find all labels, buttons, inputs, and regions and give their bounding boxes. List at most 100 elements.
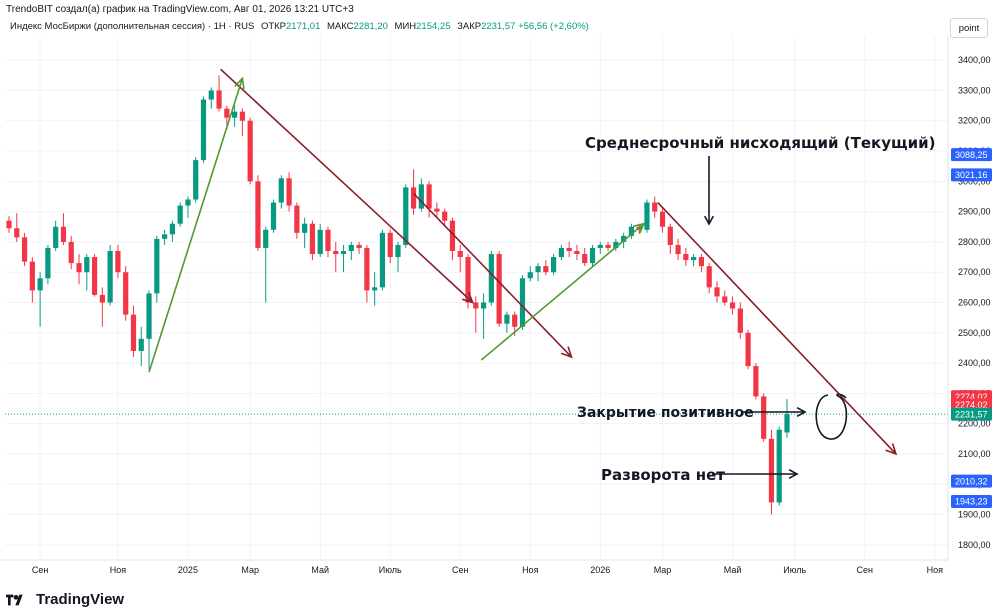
time-tick-label: Сен — [452, 565, 469, 575]
time-tick-label: 2026 — [590, 565, 610, 575]
candle-body — [270, 202, 277, 230]
candle-body — [527, 272, 533, 279]
candle-body — [496, 254, 502, 324]
annotation-texts: Среднесрочный нисходящий (Текущий) Закрыт… — [577, 134, 935, 484]
trendline-down — [657, 201, 897, 455]
candle-body — [200, 99, 207, 161]
trendline-down — [220, 68, 474, 304]
price-tag-label: 2274,02 — [955, 392, 988, 402]
candle-body — [45, 247, 51, 279]
candle-body — [644, 202, 650, 230]
candle-body — [667, 226, 673, 245]
time-axis: Сен Ноя 2025 Мар Май Июль Сен Ноя 2026 Мар Май Июль… — [0, 559, 948, 575]
price-tick-label: 2900,00 — [958, 207, 991, 217]
candle-body — [107, 251, 113, 303]
candle-body — [53, 226, 59, 248]
candle-body — [605, 244, 611, 248]
candle-body — [84, 257, 90, 273]
candle-body — [558, 247, 564, 258]
time-tick-label: Сен — [857, 565, 874, 575]
candle-body — [706, 266, 712, 288]
candle-body — [753, 366, 759, 397]
candle-body — [169, 223, 175, 235]
legend-close-label: ЗАКР — [457, 21, 482, 32]
price-tick-label: 2800,00 — [958, 237, 991, 247]
price-tick-label: 3400,00 — [958, 55, 991, 65]
candle-body — [317, 229, 323, 255]
price-tag-label: 3021,16 — [955, 170, 988, 180]
legend-low-label: МИН — [394, 21, 417, 32]
time-tick-label: 2025 — [178, 565, 198, 575]
candle-body — [784, 414, 790, 433]
time-tick-label: Май — [311, 565, 329, 575]
candle-body — [403, 187, 409, 245]
symbol-legend: Индекс МосБиржи (дополнительная сессия) … — [10, 21, 589, 32]
trendline-arrowhead — [234, 76, 245, 90]
candle-body — [146, 293, 152, 339]
candle-body — [91, 257, 98, 295]
candle-body — [76, 263, 82, 273]
candle-body — [177, 205, 183, 224]
trendline-arrowhead — [885, 443, 898, 456]
annotation-text-1: Среднесрочный нисходящий (Текущий) — [585, 134, 935, 152]
legend-open-value: 2171,01 — [286, 21, 321, 32]
candle-body — [480, 302, 487, 309]
candle-body — [589, 247, 596, 264]
candle-body — [379, 232, 386, 288]
trendline-arrowhead — [560, 346, 573, 359]
candle-body — [21, 237, 28, 262]
candle-body — [216, 90, 222, 109]
candle-body — [348, 244, 354, 251]
candle-body — [37, 278, 43, 291]
candle-body — [185, 199, 191, 206]
candle-body — [652, 202, 658, 212]
candle-body — [737, 308, 743, 333]
candle-body — [162, 234, 168, 239]
candle-body — [675, 244, 681, 255]
candle-body — [372, 287, 378, 291]
candle-body — [465, 257, 471, 303]
candle-body — [745, 332, 751, 367]
chart-caption: TrendoBIT создал(а) график на TradingVie… — [6, 4, 354, 15]
candle-body — [698, 257, 705, 267]
candle-body — [395, 244, 401, 258]
tradingview-brand[interactable]: TradingView — [6, 591, 124, 608]
trendline-up — [480, 223, 645, 361]
price-tick-label: 2400,00 — [958, 358, 991, 368]
candle-body — [286, 178, 292, 206]
candle-body — [387, 232, 393, 258]
price-tick-label: 1900,00 — [958, 510, 991, 520]
candle-body — [621, 235, 627, 242]
legend-low-value: 2154,25 — [416, 21, 451, 32]
price-axis: 1800,001900,002000,002100,002200,002300,… — [947, 36, 992, 560]
highlight-circle — [815, 393, 848, 440]
price-tick-label: 2600,00 — [958, 298, 991, 308]
candle-body — [722, 296, 728, 303]
tradingview-logo-icon — [6, 594, 23, 605]
legend-symbol[interactable]: Индекс МосБиржи (дополнительная сессия) … — [10, 21, 255, 32]
candle-body — [239, 111, 245, 121]
annotation-text-3: Разворота нет — [601, 466, 725, 484]
price-tick-label: 3300,00 — [958, 85, 991, 95]
brand-name: TradingView — [36, 591, 125, 608]
annotation-arrow-reversal-head — [788, 468, 799, 480]
price-tag — [951, 474, 992, 488]
time-tick-label: Июль — [783, 565, 806, 575]
legend-high-value: 2281,20 — [353, 21, 388, 32]
candle-body — [99, 294, 105, 303]
scale-mode-button[interactable]: point — [950, 18, 988, 38]
candle-body — [208, 90, 214, 100]
legend-high-label: МАКС — [327, 21, 354, 32]
candle-body — [535, 266, 541, 273]
price-tag-label: 3088,25 — [955, 150, 988, 160]
legend-open-label: ОТКР — [260, 21, 287, 32]
candle-body — [60, 226, 67, 242]
candle-body — [761, 396, 767, 439]
annotation-arrow-trend-head — [703, 215, 715, 226]
price-tag-label: 2231,57 — [955, 409, 988, 419]
price-tick-label: 2500,00 — [958, 328, 991, 338]
candle-body — [325, 229, 331, 251]
candle-body — [691, 257, 697, 261]
time-tick-label: Ноя — [522, 565, 539, 575]
